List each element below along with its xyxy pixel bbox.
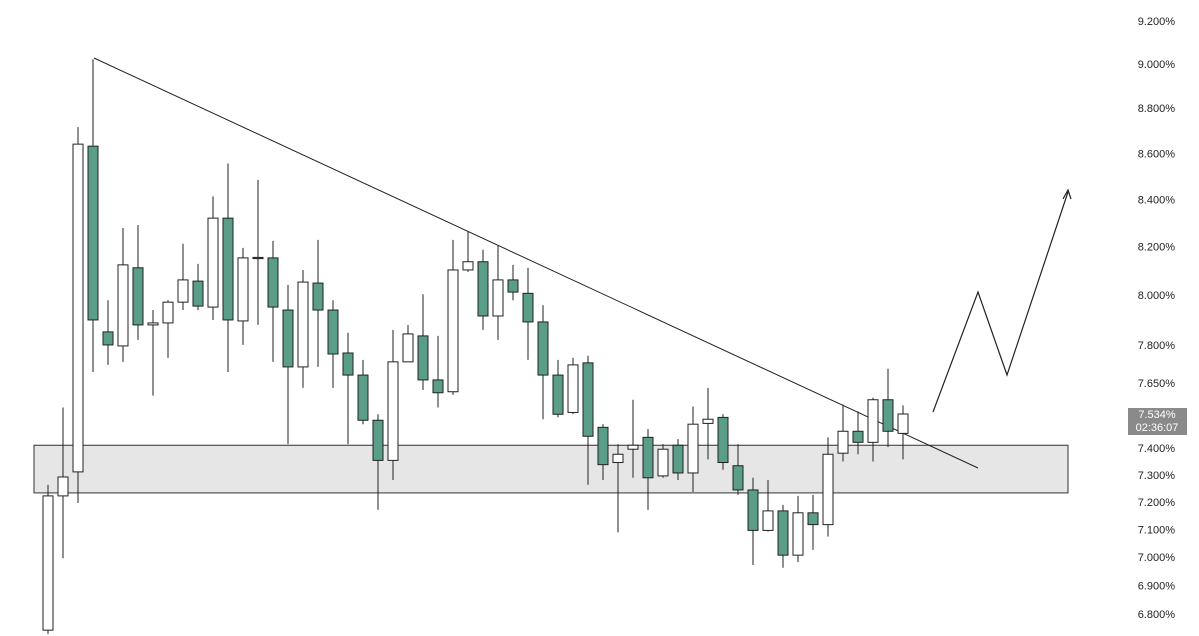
- candle-body: [492, 279, 504, 317]
- candle-body: [327, 309, 339, 355]
- candle-body: [537, 321, 549, 376]
- candle-body: [567, 364, 579, 413]
- candle-body: [402, 333, 414, 363]
- candle-body: [102, 331, 114, 346]
- candle-body: [897, 413, 909, 434]
- y-tick-label: 7.800%: [1138, 340, 1176, 352]
- candle-body: [117, 264, 129, 347]
- y-tick-label: 7.200%: [1138, 497, 1176, 509]
- candle-body: [267, 257, 279, 308]
- y-tick-label: 8.800%: [1138, 103, 1176, 115]
- last-price-label: 7.534%: [1138, 409, 1176, 421]
- candle-body: [792, 512, 804, 556]
- candle-body: [312, 282, 324, 311]
- candle-body: [432, 379, 444, 394]
- y-tick-label: 6.800%: [1138, 609, 1176, 621]
- candle-body: [177, 279, 189, 303]
- candle-body: [297, 281, 309, 368]
- candle-body: [627, 444, 639, 450]
- y-tick-label: 7.650%: [1138, 378, 1176, 390]
- candle-body: [777, 510, 789, 556]
- candle-body: [507, 279, 519, 293]
- y-tick-label: 8.400%: [1138, 194, 1176, 206]
- y-tick-label: 8.000%: [1138, 290, 1176, 302]
- candle-body: [747, 489, 759, 531]
- y-tick-label: 7.100%: [1138, 524, 1176, 536]
- candle-body: [687, 423, 699, 474]
- candle-body: [597, 426, 609, 466]
- candle-body: [552, 374, 564, 415]
- trend-line: [93, 57, 979, 469]
- candle-body: [807, 512, 819, 526]
- candle-body: [822, 453, 834, 526]
- y-tick-label: 8.600%: [1138, 148, 1176, 160]
- support-zone: [33, 444, 1069, 494]
- candle-body: [252, 256, 264, 260]
- candle-body: [612, 453, 624, 464]
- y-tick-label: 6.900%: [1138, 580, 1176, 592]
- candle-body: [852, 430, 864, 443]
- candle-body: [882, 399, 894, 432]
- candle-body: [462, 261, 474, 271]
- candle-body: [477, 261, 489, 317]
- candle-body: [642, 436, 654, 479]
- y-tick-label: 7.400%: [1138, 443, 1176, 455]
- candle-body: [207, 217, 219, 308]
- candle-body: [582, 362, 594, 437]
- y-tick-label: 7.300%: [1138, 470, 1176, 482]
- candle-body: [837, 430, 849, 454]
- candle-body: [57, 476, 69, 497]
- candle-body: [732, 465, 744, 491]
- candle-body: [672, 444, 684, 474]
- candle-body: [237, 257, 249, 322]
- candle-body: [417, 335, 429, 381]
- candle-body: [717, 416, 729, 464]
- candle-body: [192, 280, 204, 307]
- candle-body: [132, 267, 144, 326]
- candle-body: [372, 419, 384, 461]
- candle-body: [702, 418, 714, 424]
- candle-body: [42, 495, 54, 631]
- last-price-box: [1128, 408, 1187, 436]
- y-tick-label: 9.200%: [1138, 16, 1176, 28]
- candle-body: [222, 217, 234, 321]
- candle-body: [357, 374, 369, 421]
- candle-body: [342, 352, 354, 376]
- y-tick-label: 9.000%: [1138, 59, 1176, 71]
- projection-arrowhead: [1062, 188, 1072, 200]
- candle-body: [387, 361, 399, 461]
- candle-body: [447, 269, 459, 393]
- y-tick-label: 7.000%: [1138, 552, 1176, 564]
- candle-body: [282, 309, 294, 368]
- candle-body: [762, 510, 774, 531]
- candle-body: [522, 292, 534, 323]
- candle-body: [72, 143, 84, 473]
- y-tick-label: 8.200%: [1138, 242, 1176, 254]
- candle-body: [657, 448, 669, 477]
- projection-path: [932, 191, 1069, 413]
- countdown-label: 02:36:07: [1136, 422, 1179, 434]
- candle-body: [867, 399, 879, 443]
- candle-body: [147, 322, 159, 326]
- candle-body: [87, 145, 99, 321]
- candle-body: [162, 301, 174, 324]
